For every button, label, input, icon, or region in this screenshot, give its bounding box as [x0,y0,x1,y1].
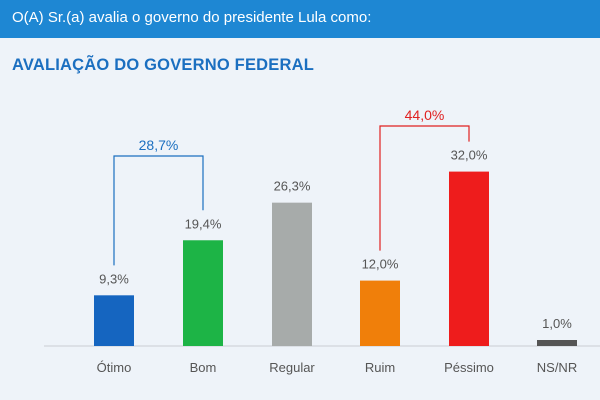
group-bracket-1 [379,125,470,251]
category-label-5: NS/NR [537,360,577,375]
category-label-3: Ruim [365,360,395,375]
value-label-1: 19,4% [185,216,222,231]
bar-5 [537,340,577,346]
value-label-3: 12,0% [362,257,399,272]
value-label-0: 9,3% [99,271,129,286]
value-label-4: 32,0% [451,148,488,163]
bar-2 [272,202,312,346]
group-total-label-0: 28,7% [139,137,179,153]
bar-1 [183,240,223,346]
bar-4 [449,171,489,346]
category-label-0: Ótimo [97,360,132,375]
bar-0 [94,295,134,346]
group-bracket-0 [113,155,204,266]
category-label-1: Bom [190,360,217,375]
category-label-2: Regular [269,360,315,375]
bar-3 [360,280,400,346]
chart-title: AVALIAÇÃO DO GOVERNO FEDERAL [12,56,314,74]
value-label-5: 1,0% [542,316,572,331]
question-text: O(A) Sr.(a) avalia o governo do presiden… [12,9,372,26]
question-header: O(A) Sr.(a) avalia o governo do presiden… [0,0,600,38]
category-label-4: Péssimo [444,360,494,375]
group-total-label-1: 44,0% [405,107,445,123]
value-label-2: 26,3% [274,179,311,194]
